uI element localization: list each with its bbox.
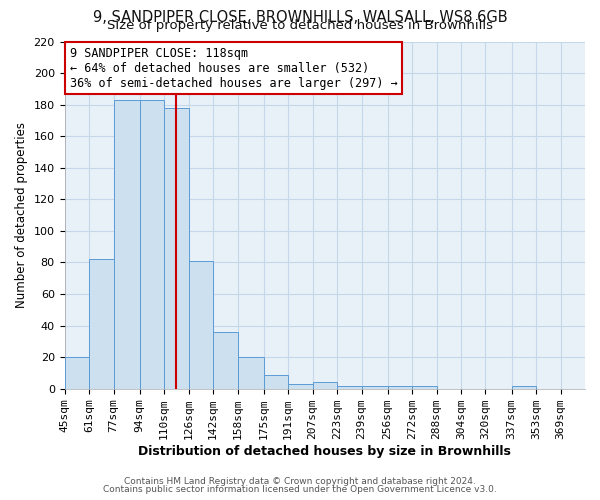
Y-axis label: Number of detached properties: Number of detached properties: [15, 122, 28, 308]
Bar: [113, 100, 140, 388]
Text: 9, SANDPIPER CLOSE, BROWNHILLS, WALSALL, WS8 6GB: 9, SANDPIPER CLOSE, BROWNHILLS, WALSALL,…: [92, 10, 508, 25]
Bar: [140, 100, 164, 388]
Bar: [188, 261, 213, 388]
Bar: [89, 260, 113, 388]
Bar: [164, 108, 188, 388]
Bar: [238, 357, 263, 388]
Bar: [388, 386, 412, 388]
Bar: [512, 386, 536, 388]
Text: 9 SANDPIPER CLOSE: 118sqm
← 64% of detached houses are smaller (532)
36% of semi: 9 SANDPIPER CLOSE: 118sqm ← 64% of detac…: [70, 46, 397, 90]
Bar: [213, 332, 238, 388]
Bar: [65, 357, 89, 388]
Text: Contains HM Land Registry data © Crown copyright and database right 2024.: Contains HM Land Registry data © Crown c…: [124, 477, 476, 486]
Text: Size of property relative to detached houses in Brownhills: Size of property relative to detached ho…: [107, 19, 493, 32]
Bar: [263, 374, 288, 388]
Bar: [288, 384, 313, 388]
Bar: [412, 386, 437, 388]
Text: Contains public sector information licensed under the Open Government Licence v3: Contains public sector information licen…: [103, 485, 497, 494]
X-axis label: Distribution of detached houses by size in Brownhills: Distribution of detached houses by size …: [139, 444, 511, 458]
Bar: [313, 382, 337, 388]
Bar: [337, 386, 362, 388]
Bar: [362, 386, 388, 388]
